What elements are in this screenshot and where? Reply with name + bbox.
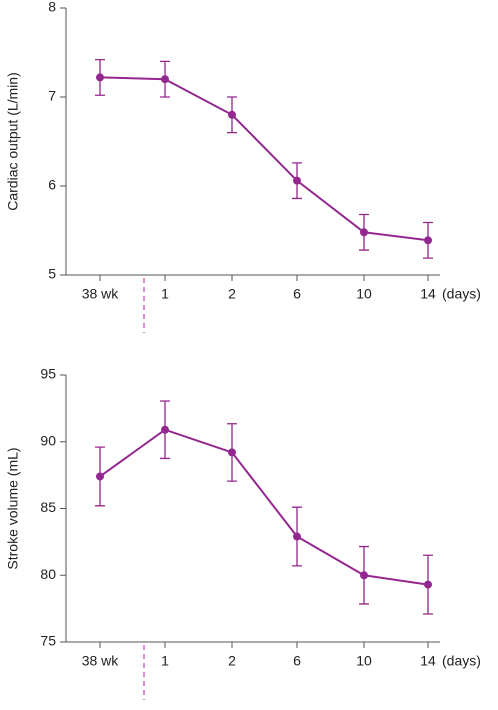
data-point	[360, 228, 368, 237]
y-axis-label: Cardiac output (L/min)	[5, 72, 21, 211]
y-tick-label: 6	[48, 177, 56, 193]
x-tick-label: 38 wk	[82, 286, 120, 302]
x-tick-label: 1	[161, 286, 169, 302]
data-point	[360, 571, 368, 580]
y-tick-label: 85	[40, 499, 56, 515]
x-tick-label: 6	[293, 653, 301, 669]
data-point	[96, 73, 104, 82]
x-tick-label: 10	[356, 286, 372, 302]
y-tick-label: 75	[40, 633, 56, 649]
data-line	[99, 76, 429, 242]
data-point	[424, 236, 432, 245]
y-tick-label: 5	[48, 266, 56, 282]
y-tick-label: 80	[40, 566, 56, 582]
x-unit-label: (days)	[442, 286, 481, 302]
x-tick-label: 2	[228, 286, 236, 302]
data-point	[228, 448, 236, 457]
y-tick-label: 7	[48, 88, 56, 104]
x-tick-label: 38 wk	[82, 653, 120, 669]
y-axis-label: Stroke volume (mL)	[5, 447, 21, 569]
data-point	[293, 176, 301, 185]
data-point	[161, 425, 169, 434]
y-tick-label: 90	[40, 432, 56, 448]
x-tick-label: 10	[356, 653, 372, 669]
x-tick-label: 6	[293, 286, 301, 302]
x-tick-label: 2	[228, 653, 236, 669]
x-unit-label: (days)	[442, 653, 481, 669]
data-point	[96, 472, 104, 481]
x-tick-label: 14	[420, 653, 436, 669]
data-point	[228, 110, 236, 119]
y-tick-label: 8	[48, 0, 56, 15]
x-tick-label: 1	[161, 653, 169, 669]
data-line	[99, 428, 429, 586]
data-point	[161, 75, 169, 84]
y-tick-label: 95	[40, 366, 56, 382]
data-point	[424, 580, 432, 589]
data-point	[293, 532, 301, 541]
x-tick-label: 14	[420, 286, 436, 302]
